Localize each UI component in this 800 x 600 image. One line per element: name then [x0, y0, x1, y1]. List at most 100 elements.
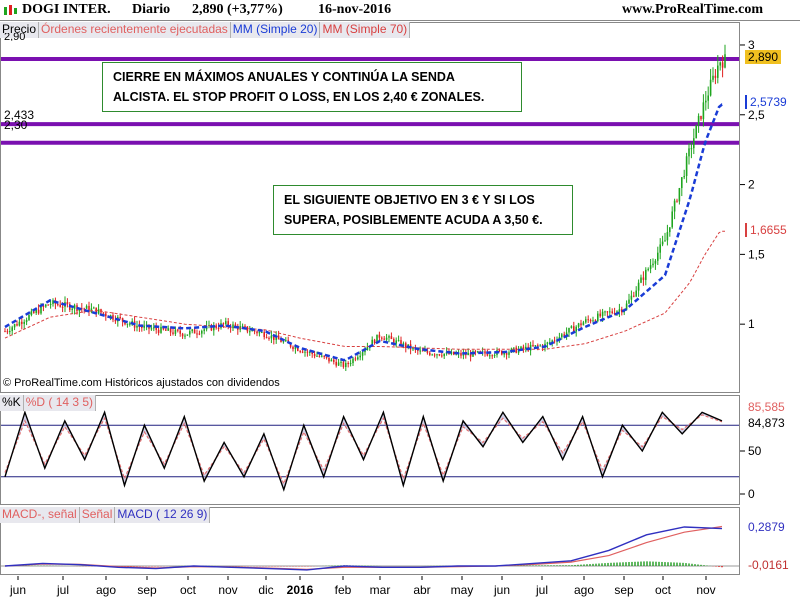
candle-body [573, 326, 575, 332]
candle-body [333, 359, 335, 362]
candle-body [337, 362, 340, 366]
candle-body [429, 352, 431, 355]
candle-body [717, 65, 719, 78]
x-tick-label: nov [696, 583, 715, 597]
candle-body [505, 352, 508, 355]
candle-body [83, 308, 85, 310]
candle-body [609, 311, 611, 313]
candle-body [37, 309, 40, 314]
candle-body [637, 282, 640, 291]
candle-body [306, 351, 309, 353]
candle-body [85, 305, 88, 309]
candle-body [105, 313, 107, 317]
candle-body [273, 335, 275, 340]
candle-body [181, 333, 184, 337]
candle-body [474, 351, 477, 353]
candle-body [112, 315, 114, 320]
candle-body [88, 305, 90, 312]
candle-body [57, 304, 59, 306]
legend-k[interactable]: %K [0, 395, 24, 411]
candle-body [59, 304, 61, 307]
candle-body [436, 354, 438, 356]
mm20-line [4, 103, 725, 362]
legend-precio[interactable]: Precio [0, 22, 40, 38]
x-tick-label: jun [9, 583, 26, 597]
candle-body [316, 355, 318, 357]
candle-body [707, 95, 709, 101]
candle-body [618, 309, 621, 312]
stoch-d-line [4, 414, 723, 486]
legend-d[interactable]: %D ( 14 3 5) [23, 395, 97, 411]
legend-macd-signal[interactable]: MACD-, señal [0, 507, 80, 523]
period-label: Diario [132, 2, 171, 17]
candle-body [323, 355, 325, 357]
legend-ordenes[interactable]: Órdenes recientemente ejecutadas [39, 22, 231, 38]
annotation-top: CIERRE EN MÁXIMOS ANUALES Y CONTINÚA LA … [102, 62, 522, 112]
candle-body [153, 327, 155, 329]
candle-body [35, 309, 37, 313]
candle-body [203, 329, 205, 331]
stoch-k-tag: 84,873 [748, 416, 785, 430]
candle-body [73, 305, 76, 309]
candle-body [719, 62, 721, 66]
candle-body [282, 341, 285, 343]
candle-body [198, 333, 201, 335]
candle-body [508, 352, 510, 355]
y-tick-label: 2,5 [748, 108, 765, 122]
candle-body [189, 331, 191, 335]
candle-body [225, 321, 227, 324]
legend-mm20[interactable]: MM (Simple 20) [230, 22, 321, 38]
candle-body [702, 102, 705, 120]
candle-body [685, 156, 688, 176]
candle-body [71, 308, 73, 310]
candle-body [270, 335, 273, 339]
candle-body [395, 340, 397, 344]
x-tick-label: may [451, 583, 474, 597]
candle-body [321, 355, 323, 357]
candle-body [683, 175, 685, 178]
candle-body [649, 265, 652, 269]
candle-body [654, 260, 657, 264]
candle-body [678, 188, 681, 202]
candle-body [697, 115, 700, 125]
candle-body [460, 353, 462, 356]
stoch-k-line [4, 410, 723, 492]
candle-body [25, 319, 28, 322]
candle-body [611, 311, 613, 313]
candle-body [546, 342, 549, 344]
candle-body [23, 321, 25, 324]
candle-body [354, 358, 357, 360]
legend-macd-main[interactable]: MACD ( 12 26 9) [115, 507, 211, 523]
candle-body [196, 333, 198, 335]
credit-text: © ProRealTime.com Históricos ajustados c… [3, 377, 280, 389]
candle-body [642, 277, 645, 280]
stochastic-panel [0, 410, 740, 492]
candle-body [388, 336, 390, 338]
candle-body [486, 353, 489, 356]
candle-body [258, 332, 261, 334]
candle-body [594, 320, 597, 322]
candle-body [42, 305, 45, 307]
legend-stoch: %K %D ( 14 3 5) [0, 395, 97, 411]
candle-body [81, 308, 83, 310]
candle-body [184, 335, 186, 337]
candle-body [52, 300, 54, 304]
candle-body [700, 115, 702, 120]
y-tick-label: 3 [748, 38, 755, 52]
candle-body [664, 240, 666, 242]
date-label: 16-nov-2016 [318, 2, 392, 17]
candle-body [606, 311, 609, 313]
candle-body [378, 334, 381, 338]
candle-body [136, 325, 138, 328]
candle-body [40, 305, 42, 314]
candle-body [150, 328, 153, 330]
legend-signal[interactable]: Señal [79, 507, 116, 523]
candle-body [443, 353, 445, 357]
candle-body [568, 327, 570, 333]
y-tick-label: 1,5 [748, 247, 765, 261]
panel-frame [0, 507, 740, 575]
legend-mm70[interactable]: MM (Simple 70) [320, 22, 411, 38]
candle-body [366, 347, 369, 351]
candle-body [450, 351, 453, 355]
